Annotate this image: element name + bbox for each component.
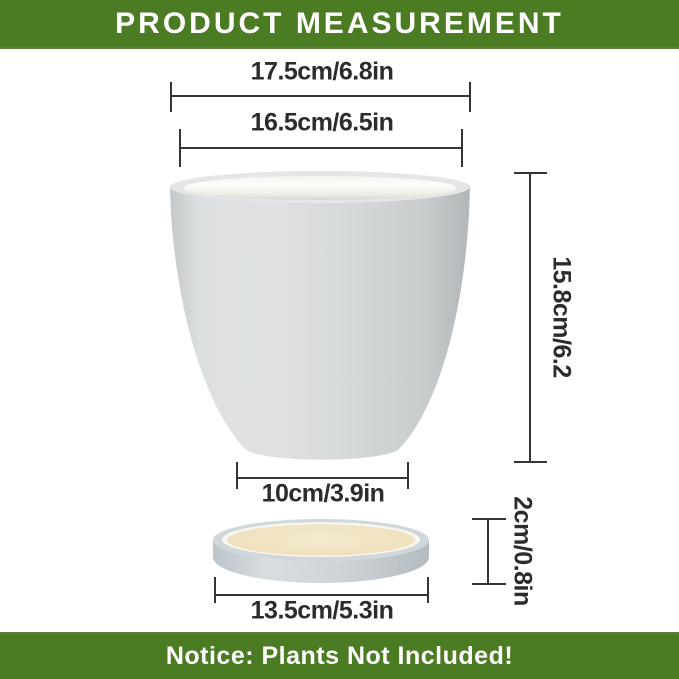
header-banner: PRODUCT MEASUREMENT: [0, 0, 679, 49]
dimension-label-pot-height: 15.8cm/6.2: [547, 256, 576, 378]
pot-body: [170, 171, 470, 460]
pot: [170, 171, 470, 460]
dimension-label-pot-base-width: 10cm/3.9in: [261, 479, 385, 508]
dimension-label-saucer-height: 2cm/0.8in: [508, 496, 537, 606]
dimension-label-pot-inner-top-width: 16.5cm/6.5in: [250, 108, 394, 137]
page-title: PRODUCT MEASUREMENT: [115, 6, 564, 40]
dimension-label-pot-outer-top-width: 17.5cm/6.8in: [250, 57, 394, 86]
dimension-line-pot-inner-top-width: [179, 129, 463, 167]
pot-opening: [183, 176, 457, 200]
dimension-line-pot-outer-top-width: [170, 82, 471, 112]
footer-banner: Notice: Plants Not Included!: [0, 632, 679, 679]
dimension-label-saucer-width: 13.5cm/5.3in: [250, 596, 394, 625]
saucer-wall: [213, 540, 429, 583]
dimension-line-pot-height: [514, 172, 547, 463]
dimension-line-pot-base-width: [236, 462, 409, 489]
dimension-lines: [170, 82, 547, 603]
saucer: [213, 519, 429, 583]
dimension-line-saucer-width: [214, 577, 429, 603]
dimension-line-saucer-height: [472, 518, 506, 585]
notice-text: Notice: Plants Not Included!: [165, 642, 514, 670]
saucer-surface: [227, 524, 415, 556]
